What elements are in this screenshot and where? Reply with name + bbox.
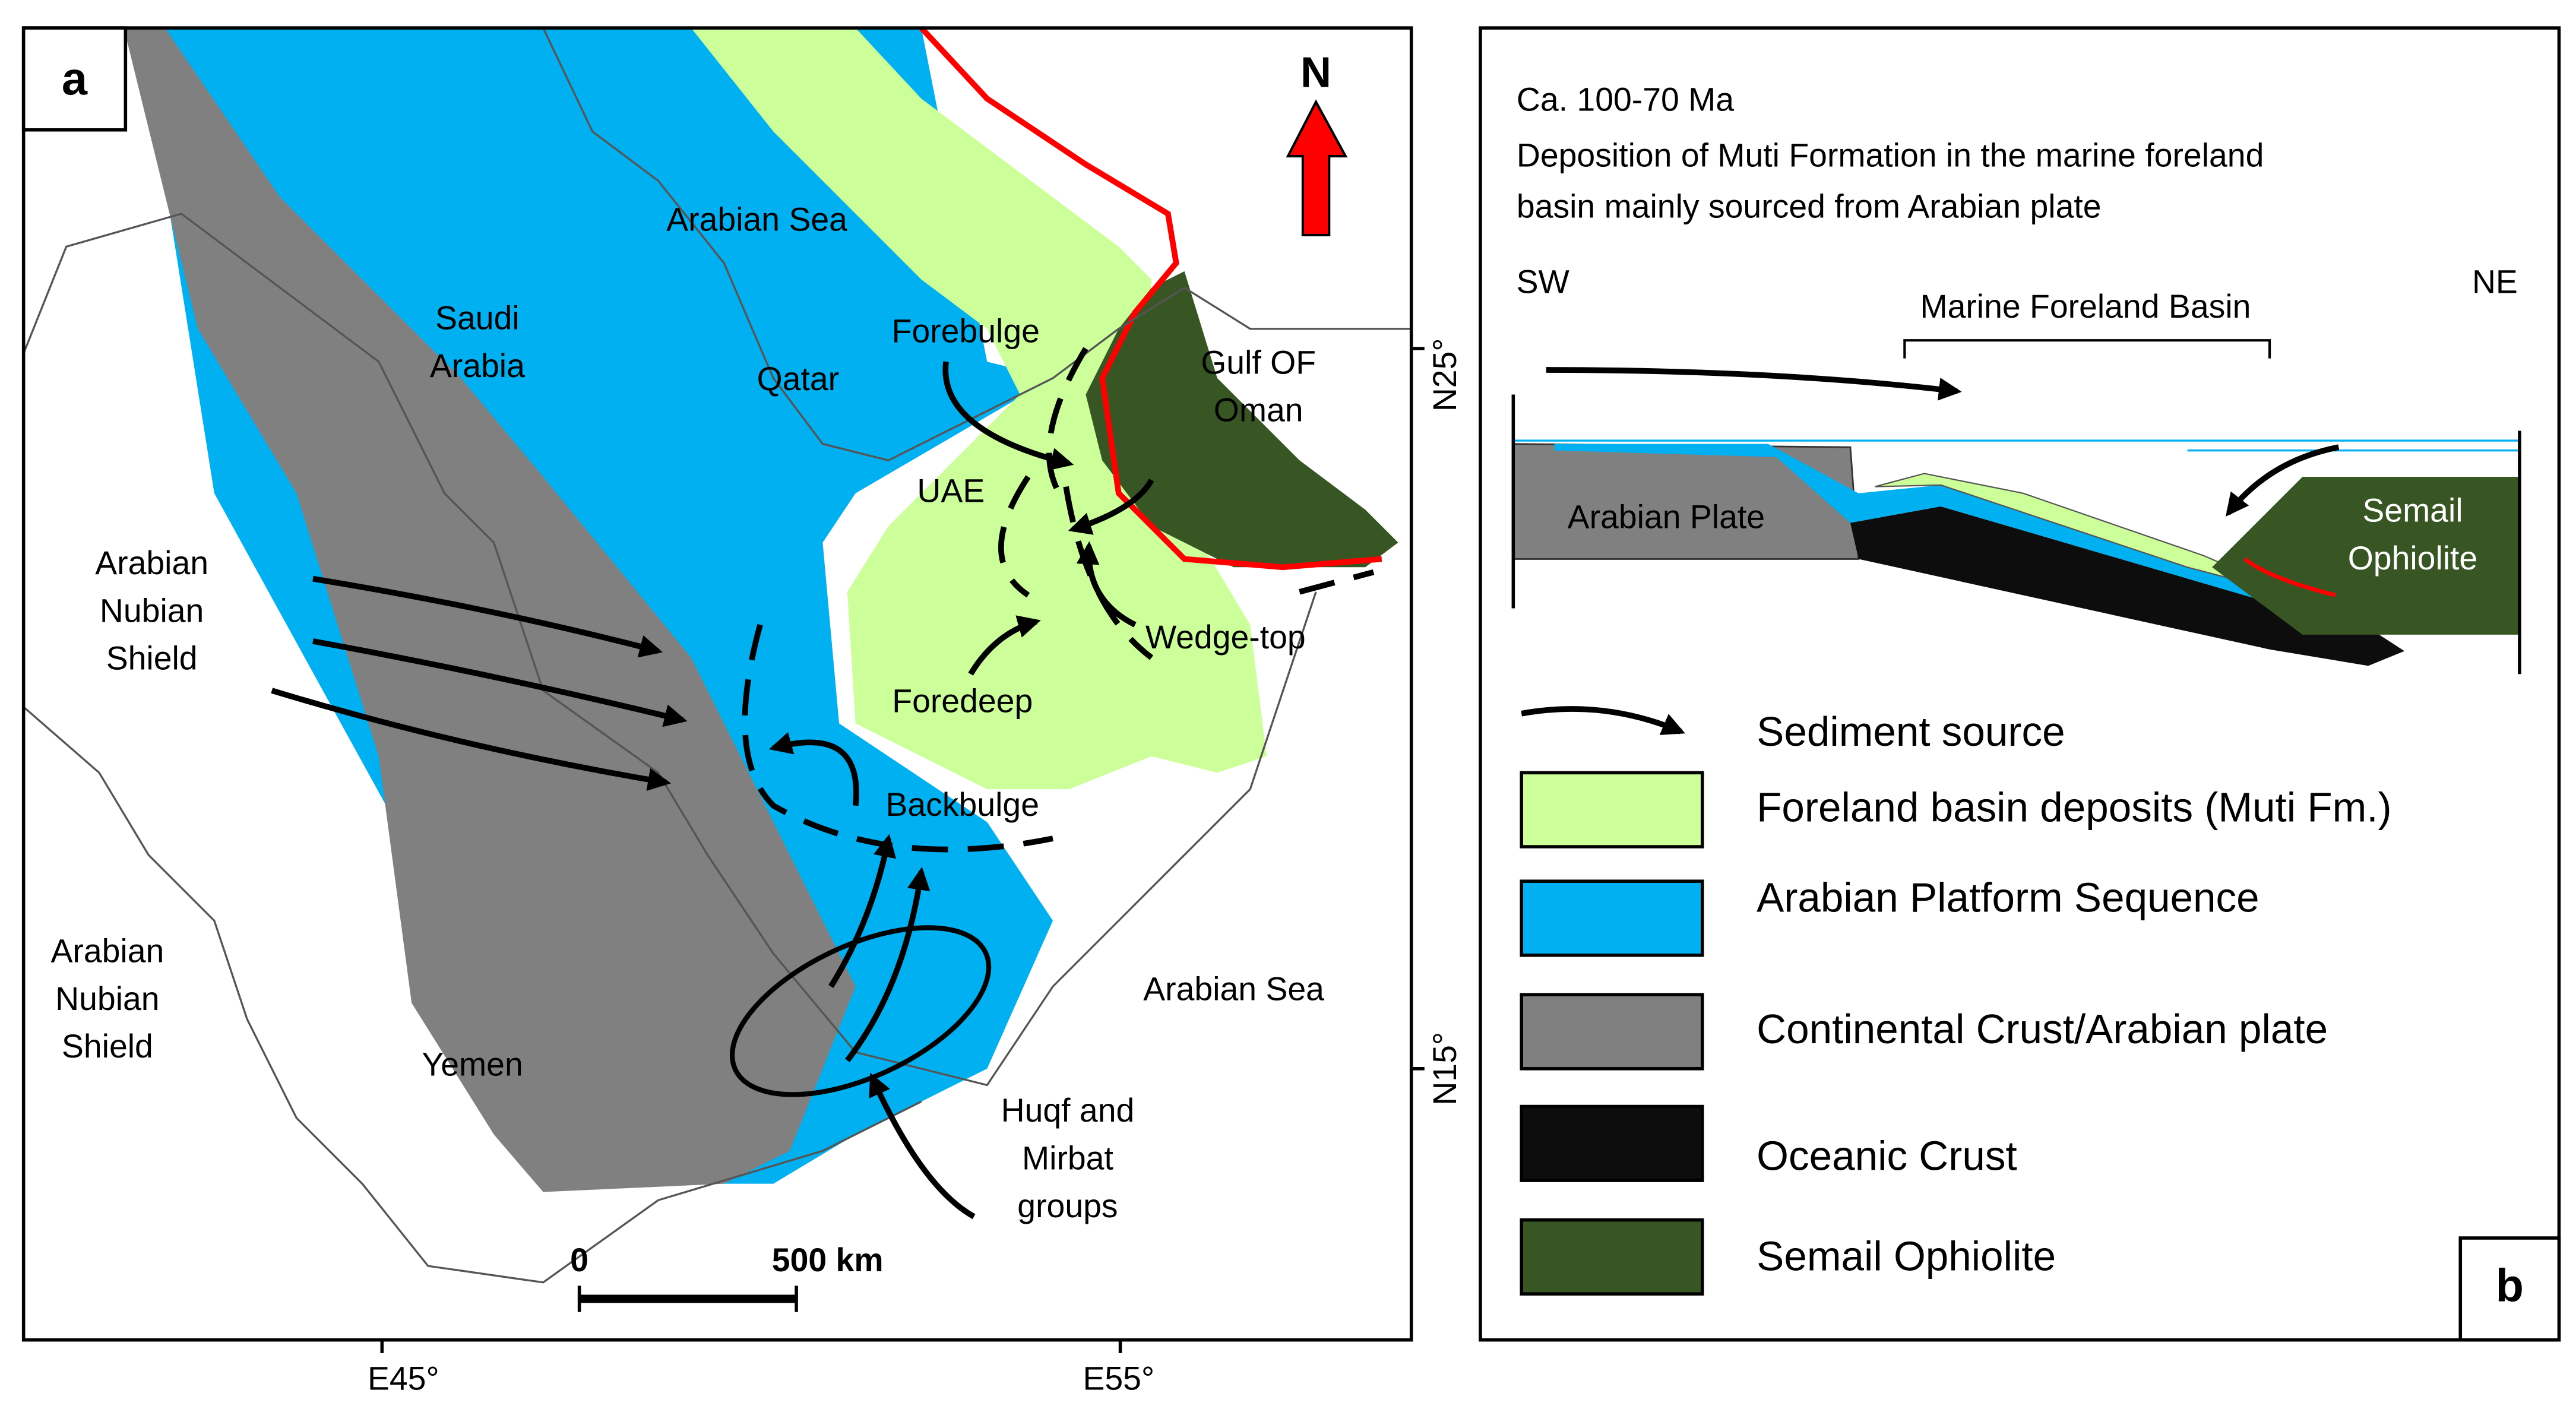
swatch — [1520, 771, 1704, 848]
label: Mirbat — [1022, 1140, 1113, 1177]
label: Nubian — [55, 980, 159, 1017]
arrow — [271, 688, 671, 791]
red-line — [2243, 557, 2336, 597]
label: Shield — [106, 640, 198, 677]
label-box — [2458, 1236, 2561, 1342]
label: Backbulge — [885, 786, 1039, 823]
label: b — [2496, 1260, 2524, 1311]
label: Foreland basin deposits (Muti Fm.) — [1757, 784, 2391, 830]
label: Nubian — [100, 592, 204, 629]
arrow — [942, 361, 1074, 471]
arrow — [312, 638, 688, 727]
label: Semail — [2362, 492, 2463, 529]
scale-ticks — [577, 1285, 798, 1312]
walls — [1511, 394, 2521, 675]
label: N25° — [1426, 338, 1463, 411]
label: Oman — [1214, 392, 1303, 429]
swatch — [1520, 993, 1704, 1071]
label: Huqf and — [1001, 1092, 1135, 1129]
label: Sediment source — [1757, 708, 2065, 755]
label: E45° — [368, 1360, 439, 1397]
label: Ca. 100-70 Ma — [1517, 81, 1734, 118]
label-box — [21, 26, 128, 132]
label: Continental Crust/Arabian plate — [1757, 1006, 2328, 1052]
swatch — [1520, 1218, 1704, 1296]
swatch — [1520, 1104, 1704, 1182]
label: 500 km — [772, 1242, 884, 1278]
label: Arabian — [50, 933, 164, 970]
label: Gulf OF — [1201, 344, 1316, 381]
label: Qatar — [757, 360, 839, 397]
label: Shield — [62, 1028, 153, 1065]
label: Arabian Sea — [666, 201, 847, 238]
label: NE — [2472, 264, 2518, 300]
bracket — [1903, 339, 2271, 359]
arrow — [828, 834, 897, 988]
coastline — [23, 27, 1412, 1284]
label: 0 — [570, 1242, 588, 1278]
arrow — [968, 615, 1041, 676]
arrow — [312, 575, 663, 658]
region-green — [691, 28, 1267, 790]
label: Saudi — [435, 300, 520, 337]
label: Arabian Plate — [1568, 499, 1765, 536]
arrow — [1068, 479, 1154, 535]
swatch — [1520, 879, 1704, 957]
label: Foredeep — [892, 683, 1033, 720]
label: N — [1300, 49, 1331, 96]
arrow — [1076, 541, 1137, 628]
ellipse — [729, 925, 992, 1097]
label: Arabian Platform Sequence — [1757, 875, 2259, 921]
frame — [1479, 26, 2561, 1342]
frame — [21, 26, 1413, 1342]
region-ophiolite — [1086, 271, 1398, 568]
label: Arabian — [95, 544, 208, 581]
label: Arabian Sea — [1143, 970, 1324, 1007]
thrust — [919, 26, 1382, 571]
arrow — [2226, 444, 2340, 517]
arrow — [1546, 367, 1962, 401]
label: Oceanic Crust — [1757, 1132, 2017, 1179]
label: Arabia — [430, 347, 525, 384]
oceanic-crust — [1850, 506, 2405, 666]
label: N15° — [1426, 1032, 1463, 1106]
arrow — [1521, 706, 1685, 735]
sea-level — [1513, 439, 2520, 452]
arrow — [845, 866, 931, 1062]
label: basin mainly sourced from Arabian plate — [1517, 188, 2102, 224]
label: Marine Foreland Basin — [1920, 288, 2251, 325]
label: groups — [1017, 1188, 1118, 1224]
label: UAE — [917, 472, 985, 509]
lat-ticks — [380, 347, 1425, 1353]
label: Ophiolite — [2348, 540, 2478, 577]
label: Semail Ophiolite — [1757, 1233, 2056, 1279]
north-arrow — [1286, 99, 1348, 237]
dashed-line — [742, 347, 1375, 853]
label: a — [62, 53, 88, 105]
label: Forebulge — [892, 313, 1040, 350]
label: E55° — [1083, 1360, 1154, 1397]
panel-b: Ca. 100-70 Ma Deposition of Muti Formati… — [1479, 26, 2561, 1342]
label: Deposition of Muti Formation in the mari… — [1517, 137, 2264, 173]
ophiolite — [2212, 476, 2520, 635]
label: Wedge-top — [1145, 619, 1306, 656]
label: Yemen — [422, 1046, 523, 1083]
label: SW — [1517, 264, 1570, 300]
arrow — [869, 1072, 976, 1220]
arrow — [768, 732, 859, 806]
panel-a: a N Arabian Sea Saudi Arabia Qatar Forebu… — [21, 26, 1463, 1397]
